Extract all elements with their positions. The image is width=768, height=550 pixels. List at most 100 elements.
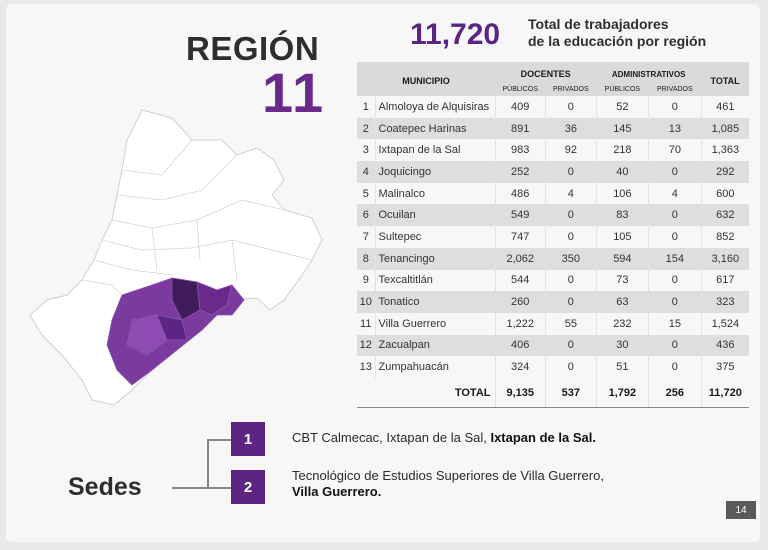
docentes-privados: 350 [544,247,597,270]
sub-publicos: PÚBLICOS [604,85,641,93]
docentes-privados: 0 [544,291,597,313]
row-total: 600 [700,182,749,205]
table-row: 3 Ixtapan de la Sal 983 92 218 70 1,363 [357,139,749,162]
table-row: 12 Zacualpan 406 0 30 0 436 [357,334,749,357]
sub-publicos: PÚBLICOS [502,85,538,93]
docentes-publicos: 409 [494,96,546,118]
admin-privados: 0 [648,226,702,248]
docentes-privados: 0 [544,356,597,378]
state-outline [29,109,323,406]
municipio-name: Villa Guerrero [374,312,495,335]
header-docentes: DOCENTES [520,69,571,79]
table-row: 8 Tenancingo 2,062 350 594 154 3,160 [357,247,749,270]
admin-publicos: 218 [595,139,649,162]
page-number: 14 [726,501,756,519]
table-row: 6 Ocuilan 549 0 83 0 632 [357,204,749,227]
admin-privados: 15 [648,312,702,335]
row-index: 11 [357,312,375,335]
sede-text-1: CBT Calmecac, Ixtapan de la Sal, Ixtapan… [292,430,596,446]
admin-publicos: 63 [595,291,649,313]
municipio-name: Joquicingo [374,161,495,183]
headline-description: Total de trabajadores de la educación po… [528,16,748,50]
municipio-name: Sultepec [374,226,495,248]
row-total: 1,363 [700,139,749,162]
docentes-privados: 0 [544,334,597,357]
table-row: 7 Sultepec 747 0 105 0 852 [357,226,749,248]
docentes-publicos: 891 [494,117,546,140]
docentes-publicos: 2,062 [494,247,546,270]
row-index: 3 [357,139,375,162]
docentes-publicos: 252 [494,161,546,183]
row-total: 632 [700,204,749,227]
admin-publicos: 83 [595,204,649,227]
admin-publicos: 73 [595,269,649,292]
docentes-privados: 36 [544,117,597,140]
headline-total: 11,720 [410,18,501,51]
region-11-area [106,277,245,386]
row-total: 323 [700,291,749,313]
row-total: 1,085 [700,117,749,140]
municipal-borders [81,139,313,296]
admin-publicos: 145 [595,117,649,140]
admin-privados: 0 [648,334,702,357]
municipio-name: Texcaltitlán [374,269,495,292]
table-row: 10 Tonatico 260 0 63 0 323 [357,291,749,313]
admin-privados: 13 [648,117,702,140]
docentes-publicos: 406 [494,334,546,357]
sede-number-2: 2 [231,470,265,504]
row-index: 7 [357,226,375,248]
sede-2-name: Tecnológico de Estudios Superiores de Vi… [292,468,604,483]
total-docentes-publicos: 9,135 [494,377,546,409]
municipio-name: Ocuilan [374,204,495,227]
admin-publicos: 30 [595,334,649,357]
admin-publicos: 105 [595,226,649,248]
docentes-publicos: 260 [494,291,546,313]
table-row: 2 Coatepec Harinas 891 36 145 13 1,085 [357,117,749,140]
row-index: 12 [357,334,375,357]
header-administrativos: ADMINISTRATIVOS [611,69,686,79]
state-map [29,109,323,406]
table-row: 11 Villa Guerrero 1,222 55 232 15 1,524 [357,312,749,335]
bracket-bottom-arm [207,487,231,489]
table-row: 5 Malinalco 486 4 106 4 600 [357,182,749,205]
table-row: 1 Almoloya de Alquisiras 409 0 52 0 461 [357,96,749,118]
region-number: 11 [262,61,326,124]
row-index: 4 [357,161,375,183]
headline-line-2: de la educación por región [528,33,707,49]
docentes-publicos: 486 [494,182,546,205]
row-index: 2 [357,117,375,140]
row-total: 375 [700,356,749,378]
admin-privados: 154 [648,247,702,270]
row-index: 8 [357,247,375,270]
admin-publicos: 52 [595,96,649,118]
row-index: 1 [357,96,375,118]
table-row: 9 Texcaltitlán 544 0 73 0 617 [357,269,749,292]
docentes-publicos: 324 [494,356,546,378]
docentes-privados: 0 [544,226,597,248]
docentes-privados: 4 [544,182,597,205]
admin-privados: 0 [648,356,702,378]
admin-privados: 70 [648,139,702,162]
municipio-name: Tenancingo [374,247,495,270]
municipio-name: Coatepec Harinas [374,117,495,140]
sub-privados: PRIVADOS [657,85,693,93]
row-index: 6 [357,204,375,227]
admin-publicos: 232 [595,312,649,335]
sub-privados: PRIVADOS [553,85,589,93]
docentes-privados: 0 [544,204,597,227]
row-index: 10 [357,291,375,313]
row-total: 1,524 [700,312,749,335]
municipio-name: Zacualpan [374,334,495,357]
bracket-top-arm [207,439,231,441]
sede-1-city: Ixtapan de la Sal. [490,430,596,445]
docentes-publicos: 747 [494,226,546,248]
region-title: REGIÓN [186,30,320,67]
sede-1-name: CBT Calmecac, Ixtapan de la Sal, [292,430,491,445]
municipio-name: Tonatico [374,291,495,313]
totals-row: TOTAL 9,135 537 1,792 256 11,720 [357,377,749,409]
table-row: 13 Zumpahuacán 324 0 51 0 375 [357,356,749,378]
total-admin-publicos: 1,792 [595,377,649,409]
header-municipio: MUNICIPIO [402,76,450,86]
table-row: 4 Joquicingo 252 0 40 0 292 [357,161,749,183]
row-index: 13 [357,356,375,378]
